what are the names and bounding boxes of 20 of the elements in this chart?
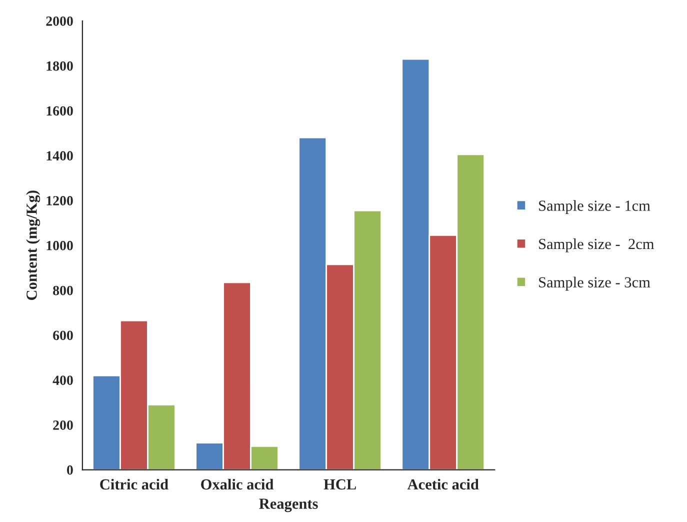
x-tick-label: Citric acid: [100, 478, 168, 490]
x-axis-title: Reagents: [259, 498, 318, 512]
y-axis-title: Content (mg/Kg): [26, 190, 40, 300]
y-tick-label: 1200: [46, 196, 73, 206]
y-tick-label: 400: [52, 376, 73, 385]
y-tick-label: 600: [53, 330, 73, 340]
y-tick-label: 1400: [46, 151, 73, 161]
legend-label: Sample size - 3cm: [539, 276, 650, 291]
y-tick-label: 1000: [46, 240, 73, 250]
x-tick-label: HCL: [324, 479, 356, 490]
y-tick-label: 800: [53, 286, 73, 296]
y-tick-label: 1600: [46, 106, 73, 116]
y-tick-label: 0: [66, 465, 73, 475]
y-tick-label: 200: [53, 420, 73, 430]
legend-label: Sample size - 2cm: [539, 238, 654, 252]
x-tick-label: Acetic acid: [407, 478, 479, 490]
y-tick-label: 2000: [46, 16, 73, 26]
legend-label: Sample size - 1cm: [539, 200, 650, 214]
x-tick-label: Oxalic acid: [201, 478, 274, 490]
y-tick-label: 1800: [46, 61, 73, 71]
